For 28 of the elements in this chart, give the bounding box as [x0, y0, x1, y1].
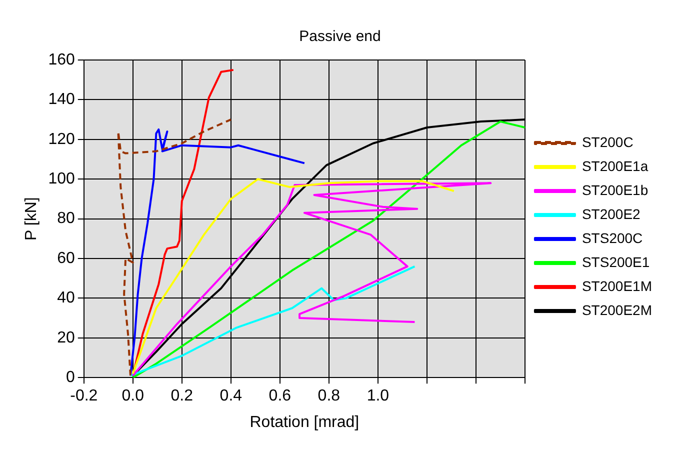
chart-title: Passive end	[299, 28, 381, 46]
y-tick-label: 160	[48, 51, 75, 68]
x-axis-title: Rotation [mrad]	[250, 414, 360, 431]
legend-label: STS200E1	[582, 254, 650, 270]
x-tick-label: 1.0	[366, 388, 390, 405]
x-tick-label: -0.2	[70, 388, 98, 405]
x-tick-label: 0.0	[122, 388, 144, 405]
legend-label: ST200C	[582, 134, 634, 150]
y-tick-label: 0	[66, 369, 75, 386]
y-tick-label: 100	[48, 170, 75, 188]
y-tick-label: 120	[48, 130, 75, 148]
legend-label: ST200E1M	[582, 278, 652, 294]
x-tick-label: 0.6	[268, 388, 292, 405]
y-tick-label: 60	[57, 250, 75, 267]
legend-label: ST200E2M	[582, 302, 652, 318]
line-series	[117, 118, 232, 377]
x-tick-label: 0.2	[170, 388, 194, 405]
x-tick-label: 0.4	[220, 388, 242, 405]
y-tick-label: 40	[57, 290, 75, 307]
y-tick-label: 80	[57, 210, 75, 228]
legend-label: ST200E1a	[582, 158, 648, 174]
y-tick-label: 20	[57, 329, 75, 346]
legend-label: ST200E2	[582, 206, 641, 222]
legend-label: STS200C	[582, 230, 643, 246]
y-tick-label: 140	[48, 91, 75, 108]
y-axis-title: P [kN]	[23, 197, 40, 240]
x-tick-label: 0.8	[318, 388, 340, 405]
legend-label: ST200E1b	[582, 182, 648, 198]
